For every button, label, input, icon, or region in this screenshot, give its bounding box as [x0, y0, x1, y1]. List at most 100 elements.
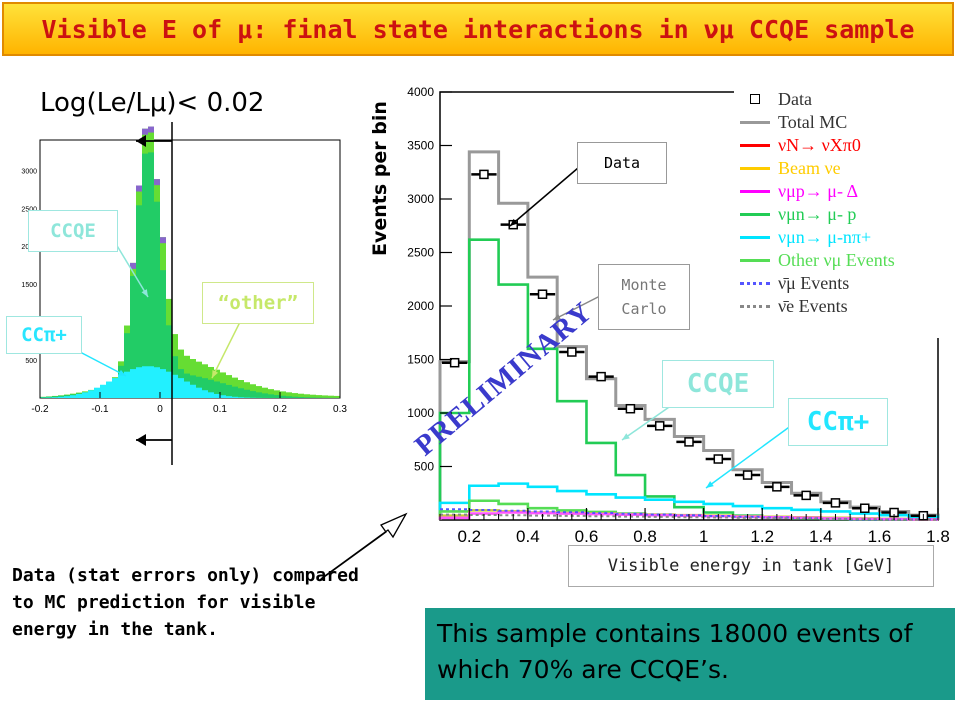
inset-bar-ccpi [52, 397, 58, 398]
x-tick-label: 1.6 [868, 527, 892, 546]
y-tick-label: 1000 [407, 406, 434, 420]
inset-ccqe-label: CCQE [28, 210, 118, 252]
legend-label: ν̄μ Events [778, 272, 850, 293]
x-axis-label: Visible energy in tank [GeV] [568, 545, 934, 587]
inset-bar-ccpi [82, 392, 88, 398]
data-point [617, 403, 644, 414]
ccpi-callout-arrow-head [706, 481, 714, 488]
inset-x-tick-label: -0.1 [91, 404, 109, 415]
inset-bar-top [130, 262, 136, 269]
inset-bar-other [328, 395, 334, 398]
inset-bar-ccqe [136, 205, 142, 398]
data-point [734, 470, 761, 480]
inset-bar-other [316, 395, 322, 398]
inset-x-tick-label: 0.2 [273, 404, 287, 415]
y-axis-label: Events per bin [369, 101, 391, 256]
inset-frame [39, 139, 341, 399]
inset-bar-ccpi [106, 381, 112, 398]
inset-ccqe-arrow-head [141, 289, 148, 297]
annotation-arrows [79, 167, 793, 581]
cut-label: Log(Le/Lμ)< 0.02 [40, 88, 265, 118]
inset-bar-ccpi [214, 393, 220, 398]
data-point [471, 169, 497, 180]
legend-label: Other νμ Events [778, 249, 895, 270]
inset-bar-ccqe [292, 396, 298, 398]
inset-bar-ccpi [124, 371, 130, 398]
inset-bar-ccpi [166, 371, 172, 398]
legend-label: νμn→ μ-nπ+ [778, 226, 872, 247]
legend-swatch [740, 258, 770, 262]
inset-bar-ccqe [166, 325, 172, 398]
inset-bar-ccpi [208, 392, 214, 398]
x-tick-label: 1.4 [809, 527, 833, 546]
legend-item: νμp→ μ- Δ [734, 180, 950, 202]
inset-bar-ccpi [178, 378, 184, 398]
inset-bar-other [292, 393, 298, 398]
y-tick-label: 2000 [407, 299, 434, 313]
cut-arrowhead-top [136, 135, 146, 147]
inset-bar-ccpi [160, 369, 166, 398]
inset-bar-other [304, 394, 310, 398]
inset-bar-ccqe [232, 386, 238, 398]
series-line--n-n- [438, 482, 940, 520]
inset-bar-ccpi [148, 366, 154, 398]
inset-bar-top [160, 237, 166, 244]
inset-bar-ccpi [130, 369, 136, 398]
data-point-marker [830, 498, 841, 508]
y-tick-label: 2500 [407, 246, 434, 260]
inset-ccpi-arrow-head [118, 369, 126, 376]
legend-label: ν̄e Events [778, 295, 848, 316]
inset-bar-ccpi [202, 390, 208, 398]
inset-bar-ccqe [238, 388, 244, 398]
data-point [822, 498, 849, 508]
inset-y-tick-label: 3000 [21, 168, 37, 175]
legend-swatch [750, 94, 760, 104]
data-callout: Data [577, 142, 667, 184]
inset-bar-ccpi [196, 387, 202, 398]
inset-bar-ccpi [172, 374, 178, 398]
inset-bar-ccqe [208, 379, 214, 398]
inset-x-tick-label: 0.1 [213, 404, 227, 415]
data-point [588, 371, 614, 382]
inset-bar-ccqe [196, 376, 202, 398]
x-tick-label: 0.8 [633, 527, 657, 546]
legend-item: ν̄μ Events [734, 272, 950, 294]
inset-bar-ccqe [268, 394, 274, 398]
y-tick-label: 4000 [407, 85, 434, 99]
mc-callout: Monte Carlo [598, 264, 690, 330]
inset-y-tick-label: 1500 [21, 282, 37, 289]
data-point-marker [567, 347, 577, 357]
inset-bar-ccpi [238, 397, 244, 398]
ccqe-callout: CCQE [662, 360, 774, 408]
x-tick-label: 1 [699, 527, 708, 546]
inset-bar-ccpi [112, 378, 118, 398]
y-axis-label-wrap: Events per bin [355, 90, 395, 270]
legend-swatch [740, 166, 770, 170]
legend-swatch [740, 212, 770, 216]
inset-bar-ccpi [118, 374, 124, 398]
legend-swatch [740, 235, 770, 239]
mc-callout-line2: Carlo [621, 300, 667, 318]
y-tick-label: 3000 [407, 192, 434, 206]
data-point [793, 490, 819, 501]
inset-bar-ccqe [244, 389, 250, 398]
data-point-marker [772, 482, 782, 492]
legend-swatch [740, 143, 770, 147]
note-arrow [319, 512, 408, 581]
inset-bar-ccqe [304, 397, 310, 398]
inset-bar-other [280, 391, 286, 398]
y-tick-label: 500 [414, 460, 434, 474]
page-title: Visible E of μ: final state interactions… [41, 14, 915, 44]
legend-label: νN→ νXπ0 [778, 134, 861, 155]
x-tick-label: 0.6 [575, 527, 599, 546]
data-point-marker [860, 503, 870, 513]
inset-bar-ccqe [46, 396, 52, 398]
inset-bar-ccqe [214, 381, 220, 398]
inset-other-arrow [211, 321, 241, 379]
data-point-marker [684, 437, 694, 447]
data-point [852, 503, 878, 513]
ccpi-callout-arrow [705, 424, 793, 489]
inset-histogram: -0.2-0.100.10.20.35001000150020002500300… [21, 122, 347, 465]
legend-item: νμn→ μ- p [734, 203, 950, 225]
legend-label: νμn→ μ- p [778, 203, 857, 224]
